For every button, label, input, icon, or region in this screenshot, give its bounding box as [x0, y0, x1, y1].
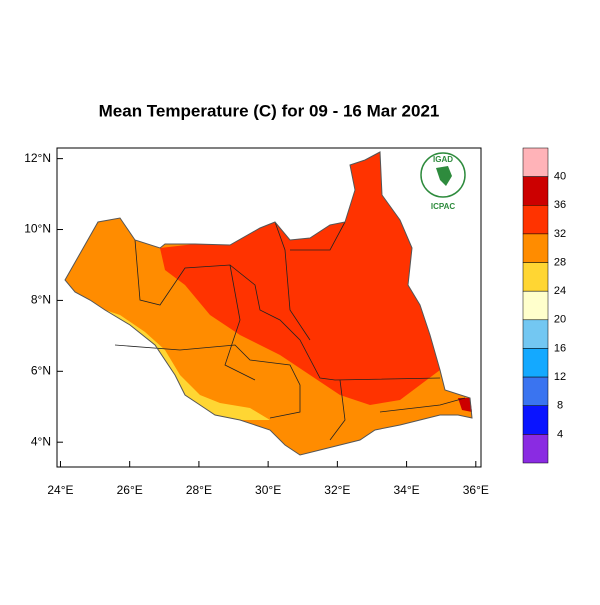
- colorbar-box: [522, 434, 549, 464]
- x-tick-label: 24°E: [47, 483, 73, 497]
- x-tick-label: 36°E: [463, 483, 489, 497]
- x-tick-label: 34°E: [394, 483, 420, 497]
- colorbar-label: 12: [554, 371, 566, 383]
- colorbar-box: [522, 262, 549, 292]
- y-tick-label: 10°N: [24, 222, 51, 236]
- x-tick-label: 32°E: [324, 483, 350, 497]
- colorbar-label: 32: [554, 228, 566, 240]
- colorbar-label: 4: [557, 428, 563, 440]
- colorbar-label: 40: [554, 171, 566, 183]
- colorbar-label: 20: [554, 314, 566, 326]
- map-frame: [56, 147, 482, 468]
- colorbar-label: 36: [554, 199, 566, 211]
- region-36-40: [458, 398, 472, 412]
- logo: IGAD ICPAC: [420, 152, 466, 211]
- colorbar-box: [522, 405, 549, 435]
- y-tick-label: 4°N: [31, 434, 51, 448]
- logo-top-text: IGAD: [433, 155, 453, 164]
- x-tick-label: 30°E: [255, 483, 281, 497]
- logo-africa: [436, 166, 452, 186]
- colorbar-box: [522, 376, 549, 406]
- colorbar-label: 28: [554, 256, 566, 268]
- colorbar-label: 8: [557, 400, 563, 412]
- temperature-field: [65, 152, 472, 455]
- colorbar-box: [522, 290, 549, 321]
- logo-bottom-text: ICPAC: [431, 202, 456, 211]
- y-tick-label: 6°N: [31, 363, 51, 377]
- state-borders: [114, 221, 466, 441]
- colorbar-box: [522, 205, 549, 235]
- x-tick-label: 28°E: [186, 483, 212, 497]
- map-title: Mean Temperature (C) for 09 - 16 Mar 202…: [99, 101, 440, 120]
- colorbar-label: 24: [554, 285, 566, 297]
- x-tick-label: 26°E: [117, 483, 143, 497]
- region-32-36: [160, 152, 440, 405]
- colorbar-box: [522, 233, 549, 263]
- colorbar-box: [522, 319, 549, 349]
- country-outline: [64, 151, 473, 456]
- y-tick-label: 12°N: [24, 151, 51, 165]
- colorbar-label: 16: [554, 342, 566, 354]
- colorbar-box: [522, 147, 549, 177]
- colorbar-box: [522, 348, 549, 378]
- y-tick-label: 8°N: [31, 293, 51, 307]
- colorbar-box: [522, 176, 549, 206]
